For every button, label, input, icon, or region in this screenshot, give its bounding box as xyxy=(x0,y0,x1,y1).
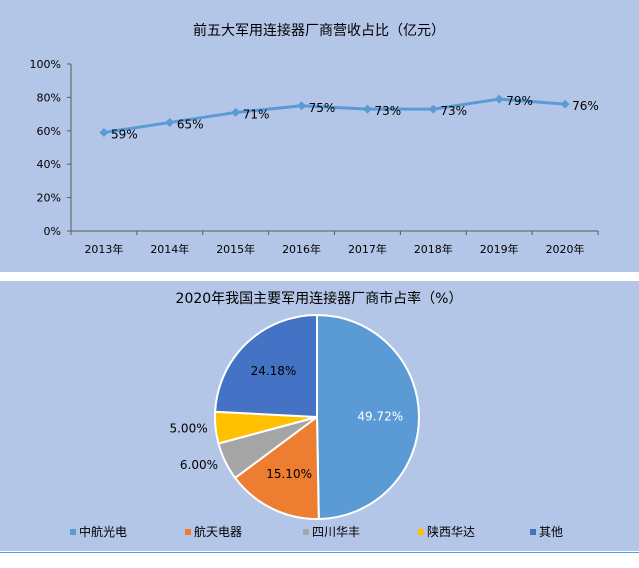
pie-chart-panel: 2020年我国主要军用连接器厂商市占率（%） 49.72% 15.10% 6.00%… xyxy=(0,281,639,551)
data-point xyxy=(560,99,570,109)
data-label: 71% xyxy=(243,107,270,121)
legend-label: 其他 xyxy=(539,525,563,539)
line-chart-title: 前五大军用连接器厂商营收占比（亿元） xyxy=(193,22,445,39)
pie-data-label: 24.18% xyxy=(251,364,297,378)
line-chart-marks: 59% 65% 71% 75% 73% 73% 79% 76% xyxy=(99,94,599,141)
y-tick-label: 0% xyxy=(44,225,61,238)
legend-swatch xyxy=(530,529,536,535)
pie-chart-title: 2020年我国主要军用连接器厂商市占率（%） xyxy=(176,290,463,307)
pie-data-label: 5.00% xyxy=(169,422,207,436)
legend-label: 中航光电 xyxy=(79,524,127,539)
y-tick-label: 20% xyxy=(37,192,61,205)
x-tick-label: 2020年 xyxy=(546,242,585,256)
pie-data-label: 6.00% xyxy=(180,458,218,472)
series-line xyxy=(103,97,566,134)
bottom-divider xyxy=(0,552,639,553)
y-tick-label: 80% xyxy=(37,91,61,104)
pie-chart: 2020年我国主要军用连接器厂商市占率（%） 49.72% 15.10% 6.00%… xyxy=(70,290,563,539)
pie-data-labels: 49.72% 15.10% 6.00% 5.00% 24.18% xyxy=(169,364,403,481)
legend-label: 陕西华达 xyxy=(427,524,475,539)
pie-slice xyxy=(233,415,320,520)
x-tick-label: 2018年 xyxy=(414,242,453,256)
data-label: 76% xyxy=(572,99,599,113)
pie-data-label: 15.10% xyxy=(266,467,312,481)
data-label: 59% xyxy=(111,127,138,141)
legend-swatch xyxy=(70,529,76,535)
x-tick-label: 2019年 xyxy=(480,242,519,256)
data-label: 65% xyxy=(177,117,204,131)
line-chart: 前五大军用连接器厂商营收占比（亿元） 0% 20% 40% 60% 80% 100% 201… xyxy=(30,22,599,256)
line-chart-panel: 前五大军用连接器厂商营收占比（亿元） 0% 20% 40% 60% 80% 100% 201… xyxy=(0,0,639,272)
x-tick-label: 2015年 xyxy=(216,242,255,256)
y-tick-label: 100% xyxy=(30,58,61,71)
legend-label: 航天电器 xyxy=(194,524,242,539)
legend-swatch xyxy=(185,529,191,535)
data-label: 79% xyxy=(506,94,533,108)
pie-slices xyxy=(214,313,420,521)
data-point xyxy=(165,117,175,127)
data-label: 73% xyxy=(440,104,467,118)
legend-label: 四川华丰 xyxy=(312,525,360,539)
x-tick-label: 2017年 xyxy=(348,242,387,256)
legend-swatch xyxy=(418,529,424,535)
data-point xyxy=(494,94,504,104)
legend-swatch xyxy=(303,529,309,535)
data-label: 73% xyxy=(374,104,401,118)
line-chart-axes: 0% 20% 40% 60% 80% 100% 2013年 2014年 2015年 2016年 20… xyxy=(30,58,599,256)
data-point xyxy=(99,127,109,137)
data-point xyxy=(231,107,241,117)
data-point xyxy=(297,101,307,111)
pie-data-label: 49.72% xyxy=(357,409,403,423)
x-tick-label: 2016年 xyxy=(282,242,321,256)
pie-slice xyxy=(214,313,318,419)
y-tick-label: 60% xyxy=(37,125,61,138)
x-tick-label: 2013年 xyxy=(84,242,123,256)
x-tick-label: 2014年 xyxy=(150,242,189,256)
data-point xyxy=(428,104,438,114)
data-label: 75% xyxy=(309,101,336,115)
pie-legend: 中航光电 航天电器 四川华丰 陕西华达 其他 xyxy=(70,524,563,539)
data-point xyxy=(362,104,372,114)
pie-slice xyxy=(316,313,420,521)
y-tick-label: 40% xyxy=(37,158,61,171)
